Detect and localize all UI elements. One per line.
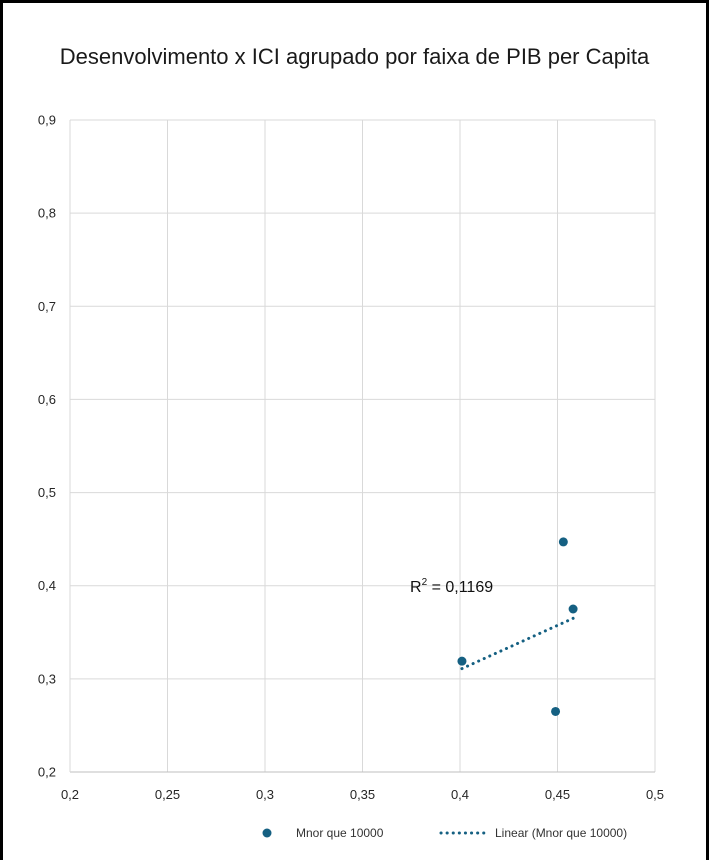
y-tick-label: 0,2 — [38, 765, 56, 780]
grid-lines — [69, 119, 656, 773]
chart-title: Desenvolvimento x ICI agrupado por faixa… — [59, 44, 650, 69]
y-tick-label: 0,3 — [38, 671, 56, 686]
y-tick-label: 0,9 — [38, 113, 56, 128]
y-axis-tick-labels: 0,2 0,3 0,4 0,5 0,6 0,7 0,8 0,9 — [38, 113, 56, 780]
data-point — [568, 604, 578, 614]
legend-trendline-label: Linear (Mnor que 10000) — [495, 826, 627, 840]
r-squared-prefix: R — [410, 579, 422, 596]
data-point — [551, 706, 561, 716]
axis-lines — [69, 120, 655, 773]
trendline-layer — [460, 616, 575, 671]
r-squared-label: R2 = 0,1169 — [410, 577, 493, 596]
legend: Mnor que 10000 Linear (Mnor que 10000) — [262, 826, 627, 840]
data-point — [457, 656, 467, 666]
legend-series-marker — [262, 828, 272, 838]
data-point — [558, 537, 568, 547]
x-tick-label: 0,45 — [545, 787, 570, 802]
y-tick-label: 0,4 — [38, 578, 56, 593]
x-tick-label: 0,4 — [451, 787, 469, 802]
x-tick-label: 0,2 — [61, 787, 79, 802]
x-axis-tick-labels: 0,2 0,25 0,3 0,35 0,4 0,45 0,5 — [61, 787, 664, 802]
x-tick-label: 0,3 — [256, 787, 274, 802]
y-tick-label: 0,5 — [38, 485, 56, 500]
x-tick-label: 0,35 — [350, 787, 375, 802]
x-tick-label: 0,25 — [155, 787, 180, 802]
r-squared-value: = 0,1169 — [427, 579, 493, 596]
trendline — [460, 616, 575, 671]
y-tick-label: 0,7 — [38, 299, 56, 314]
y-tick-label: 0,6 — [38, 392, 56, 407]
data-points — [457, 537, 578, 716]
y-tick-label: 0,8 — [38, 206, 56, 221]
x-tick-label: 0,5 — [646, 787, 664, 802]
legend-series-label: Mnor que 10000 — [296, 826, 384, 840]
r-squared-superscript: 2 — [422, 577, 428, 588]
